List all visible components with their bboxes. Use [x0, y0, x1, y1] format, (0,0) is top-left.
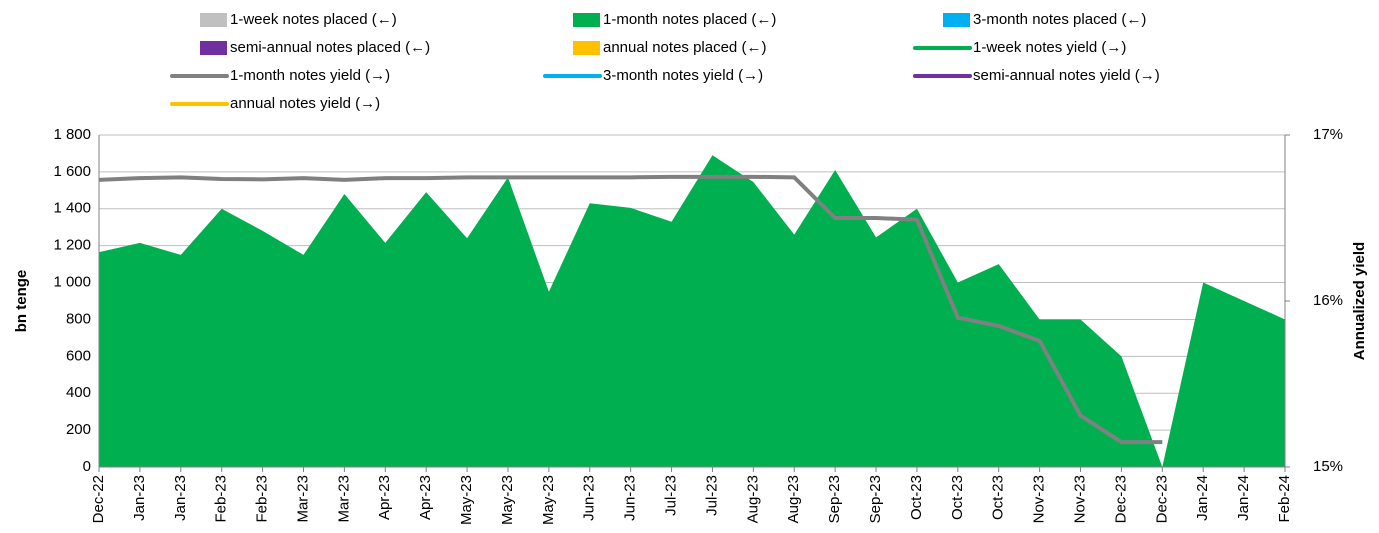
y-tick-label: 400: [66, 384, 91, 401]
x-tick-label: May-23: [540, 475, 557, 525]
y2-tick-label: 15%: [1313, 458, 1343, 475]
x-tick-label: Dec-22: [90, 475, 107, 523]
x-tick-label: Aug-23: [785, 475, 802, 523]
legend-label: semi-annual notes placed (←): [230, 39, 430, 56]
legend-swatch: [943, 13, 970, 27]
x-tick-label: Sep-23: [826, 475, 843, 523]
legend-label: 3-month notes yield (→): [603, 67, 763, 84]
y-tick-label: 1 800: [53, 126, 91, 143]
x-tick-label: Nov-23: [1071, 475, 1088, 523]
x-tick-label: Jan-23: [131, 475, 148, 521]
x-tick-label: Apr-23: [417, 475, 434, 520]
legend-label: annual notes placed (←): [603, 39, 766, 56]
legend-label: 1-month notes placed (←): [603, 11, 776, 28]
x-tick-label: Apr-23: [376, 475, 393, 520]
x-tick-label: Oct-23: [990, 475, 1007, 520]
x-tick-label: Mar-23: [335, 475, 352, 523]
x-tick-label: May-23: [499, 475, 516, 525]
x-tick-label: Oct-23: [908, 475, 925, 520]
y-tick-label: 1 400: [53, 200, 91, 217]
y-axis-title: bn tenge: [13, 270, 30, 333]
y-tick-label: 800: [66, 310, 91, 327]
x-tick-label: Feb-24: [1276, 475, 1293, 523]
x-tick-label: Aug-23: [744, 475, 761, 523]
y-tick-label: 0: [83, 458, 91, 475]
legend-label: 1-week notes yield (→): [973, 39, 1126, 56]
area: [99, 155, 1285, 468]
y-tick-label: 1 200: [53, 237, 91, 254]
x-tick-label: Jul-23: [663, 475, 680, 516]
legend-swatch: [200, 41, 227, 55]
x-tick-label: Jun-23: [622, 475, 639, 521]
legend-swatch: [200, 13, 227, 27]
legend-swatch: [573, 13, 600, 27]
x-tick-label: Dec-23: [1112, 475, 1129, 523]
y2-tick-label: 16%: [1313, 292, 1343, 309]
legend-label: annual notes yield (→): [230, 95, 380, 112]
legend-label: 3-month notes placed (←): [973, 11, 1146, 28]
x-tick-label: Dec-23: [1153, 475, 1170, 523]
x-tick-label: Feb-23: [254, 475, 271, 523]
x-tick-label: Jan-24: [1235, 475, 1252, 521]
x-tick-label: Feb-23: [213, 475, 230, 523]
legend-swatch: [573, 41, 600, 55]
y-tick-label: 1 000: [53, 274, 91, 291]
line: [99, 174, 1163, 445]
x-tick-label: Jan-24: [1194, 475, 1211, 521]
x-tick-label: Sep-23: [867, 475, 884, 523]
x-tick-label: Oct-23: [949, 475, 966, 520]
x-tick-label: Nov-23: [1031, 475, 1048, 523]
y-tick-label: 600: [66, 347, 91, 364]
legend-label: semi-annual notes yield (→): [973, 67, 1160, 84]
y2-tick-label: 17%: [1313, 126, 1343, 143]
x-tick-label: Jun-23: [581, 475, 598, 521]
x-tick-label: Mar-23: [294, 475, 311, 523]
x-tick-label: Jan-23: [172, 475, 189, 521]
x-tick-label: May-23: [458, 475, 475, 525]
legend-label: 1-month notes yield (→): [230, 67, 390, 84]
y-tick-label: 1 600: [53, 163, 91, 180]
y2-axis-title: Annualized yield: [1351, 242, 1368, 360]
x-tick-label: Jul-23: [703, 475, 720, 516]
legend-label: 1-week notes placed (←): [230, 11, 397, 28]
y-tick-label: 200: [66, 421, 91, 438]
